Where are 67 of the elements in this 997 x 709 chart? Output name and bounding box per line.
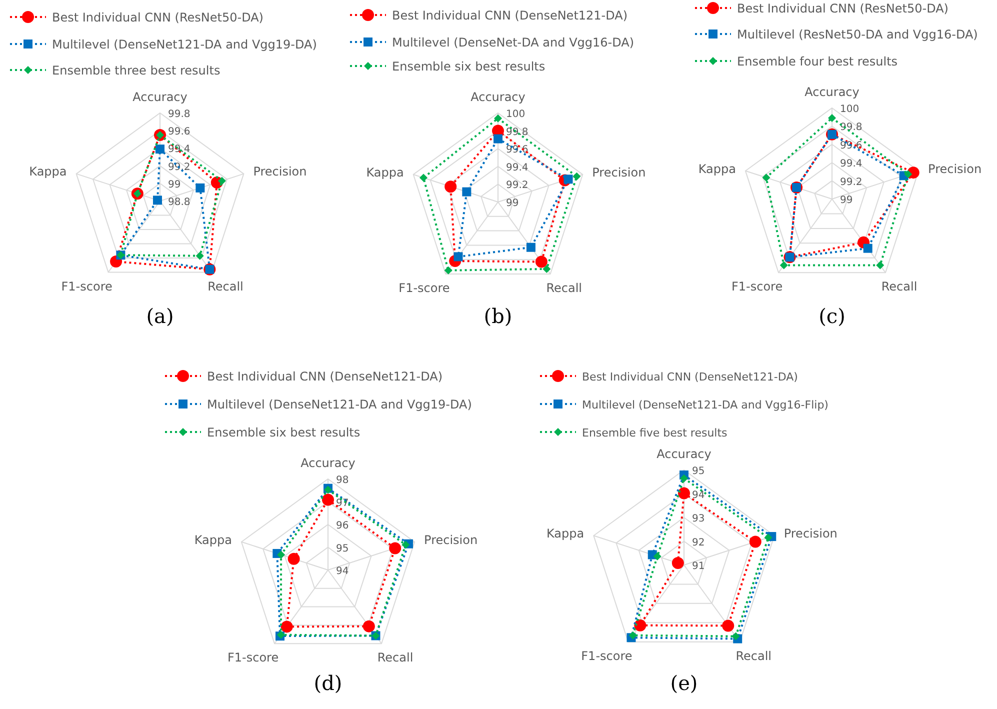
legend-label: Best Individual CNN (ResNet50-DA) xyxy=(52,10,264,24)
spoke-label: F1-score xyxy=(398,281,450,296)
spoke-label: F1-score xyxy=(581,648,632,663)
spoke-label: Precision xyxy=(928,162,982,176)
y-tick-label: 100 xyxy=(840,104,860,115)
text: (c) xyxy=(818,304,846,328)
y-tick-label: 94 xyxy=(336,566,349,577)
y-tick-label: 99.6 xyxy=(168,126,190,138)
y-tick-label: 99.2 xyxy=(506,180,528,192)
legend-label: Best Individual CNN (DenseNet121-DA) xyxy=(582,370,798,384)
y-tick-label: 95 xyxy=(336,543,349,554)
spoke-label: Kappa xyxy=(546,526,584,541)
y-tick-label: 99.4 xyxy=(840,158,862,170)
spoke-label: Kappa xyxy=(366,165,404,180)
y-tick-label: 98.8 xyxy=(168,197,190,208)
y-tick-label: 97 xyxy=(336,498,349,509)
y-tick-label: 99.2 xyxy=(840,176,862,188)
spoke-label: Precision xyxy=(784,526,838,541)
legend-label: Ensemble three best results xyxy=(52,64,220,78)
spoke-label: Accuracy xyxy=(470,90,526,104)
spoke-label: F1-score xyxy=(732,280,783,294)
y-tick-label: 100 xyxy=(506,109,526,120)
spoke-label: Recall xyxy=(736,648,772,663)
y-tick-label: 99.8 xyxy=(168,109,190,120)
spoke-label: Accuracy xyxy=(656,447,712,461)
spoke-label: Precision xyxy=(253,164,307,179)
legend-label: Multilevel (DenseNet121-DA and Vgg16-Flip) xyxy=(582,398,828,412)
spoke-label: Kappa xyxy=(698,162,736,176)
spoke-label: Accuracy xyxy=(132,90,188,104)
y-tick-label: 99.4 xyxy=(506,162,528,174)
spoke-label: Kappa xyxy=(29,164,67,179)
y-tick-label: 99 xyxy=(506,198,519,209)
spoke-label: F1-score xyxy=(61,279,112,294)
spoke-label: Precision xyxy=(424,532,478,547)
text: (d) xyxy=(314,671,342,695)
spoke-label: Recall xyxy=(546,281,582,296)
spoke-label: Recall xyxy=(377,650,414,665)
y-tick-label: 92 xyxy=(692,537,705,548)
legend-label: Multilevel (DenseNet121-DA and Vgg19-DA) xyxy=(52,38,317,52)
legend-label: Best Individual CNN (DenseNet121-DA) xyxy=(207,370,443,384)
legend-label: Multilevel (ResNet50-DA and Vgg16-DA) xyxy=(737,28,978,42)
spoke-label: Recall xyxy=(881,280,918,294)
y-tick-label: 91 xyxy=(692,561,705,572)
legend-label: Ensemble five best results xyxy=(582,426,728,440)
text: (a) xyxy=(146,304,174,328)
legend-label: Ensemble four best results xyxy=(737,54,898,68)
legend-label: Best Individual CNN (DenseNet121-DA) xyxy=(392,8,628,22)
text: (b) xyxy=(484,304,512,328)
legend-label: Multilevel (DenseNet121-DA and Vgg19-DA) xyxy=(207,398,472,412)
spoke-label: Kappa xyxy=(194,532,232,547)
y-tick-label: 93 xyxy=(692,514,705,524)
y-tick-label: 98 xyxy=(336,475,349,486)
spoke-label: Accuracy xyxy=(804,85,860,99)
legend-label: Best Individual CNN (ResNet50-DA) xyxy=(737,2,948,16)
legend-label: Ensemble six best results xyxy=(207,426,360,440)
legend-label: Multilevel (DenseNet-DA and Vgg16-DA) xyxy=(392,36,634,50)
legend-label: Ensemble six best results xyxy=(392,60,546,74)
spoke-label: Precision xyxy=(592,165,646,180)
y-tick-label: 96 xyxy=(336,520,349,532)
spoke-label: Accuracy xyxy=(300,456,356,470)
y-tick-label: 99 xyxy=(168,179,181,190)
spoke-label: Recall xyxy=(208,279,244,294)
spoke-label: F1-score xyxy=(228,650,279,665)
y-tick-label: 94 xyxy=(692,490,705,501)
y-tick-label: 99 xyxy=(840,195,853,206)
y-tick-label: 95 xyxy=(692,466,705,477)
text: (e) xyxy=(670,671,698,695)
